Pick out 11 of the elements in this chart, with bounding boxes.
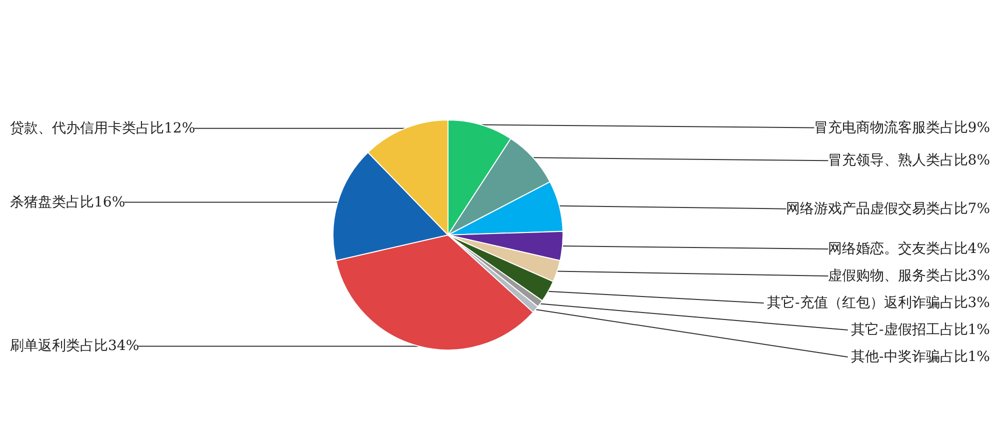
slice-label: 冒充电商物流客服类占比9%	[814, 120, 990, 136]
slice-label: 冒充领导、熟人类占比8%	[828, 152, 990, 169]
slice-label: 网络婚恋。交友类占比4%	[828, 241, 990, 258]
slice-label: 杀猪盘类占比16%	[10, 194, 126, 210]
slice-label: 贷款、代办信用卡类占比12%	[10, 120, 196, 136]
slice-label: 其它-虚假招工占比1%	[851, 322, 990, 338]
slice-label: 其它-充值（红包）返利诈骗占比3%	[767, 295, 990, 312]
slice-label: 刷单返利类占比34%	[10, 338, 140, 354]
slice-label: 虚假购物、服务类占比3%	[828, 268, 990, 284]
slice-label: 网络游戏产品虚假交易类占比7%	[786, 200, 990, 217]
slice-label: 其他-中奖诈骗占比1%	[851, 349, 990, 366]
